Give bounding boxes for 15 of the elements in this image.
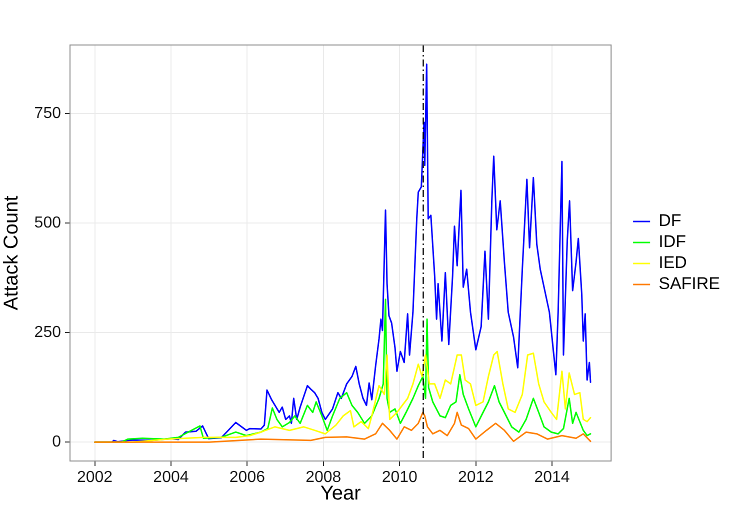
y-tick-label: 0: [52, 434, 62, 451]
legend-label: DF: [658, 211, 682, 230]
legend-label: SAFIRE: [658, 274, 720, 294]
x-tick-label: 2004: [153, 469, 189, 486]
y-axis-title: Attack Count: [0, 195, 23, 310]
legend-label: IDF: [658, 232, 686, 252]
y-tick-label: 250: [34, 324, 62, 342]
x-tick-label: 2012: [458, 469, 494, 486]
y-tick-label: 750: [34, 105, 62, 122]
x-tick-label: 2006: [229, 469, 266, 486]
y-tick-label: 500: [34, 214, 62, 232]
x-tick-label: 2014: [534, 469, 570, 486]
x-tick-label: 2010: [382, 469, 418, 486]
x-tick-label: 2002: [76, 469, 113, 486]
legend-label: IED: [658, 253, 687, 272]
